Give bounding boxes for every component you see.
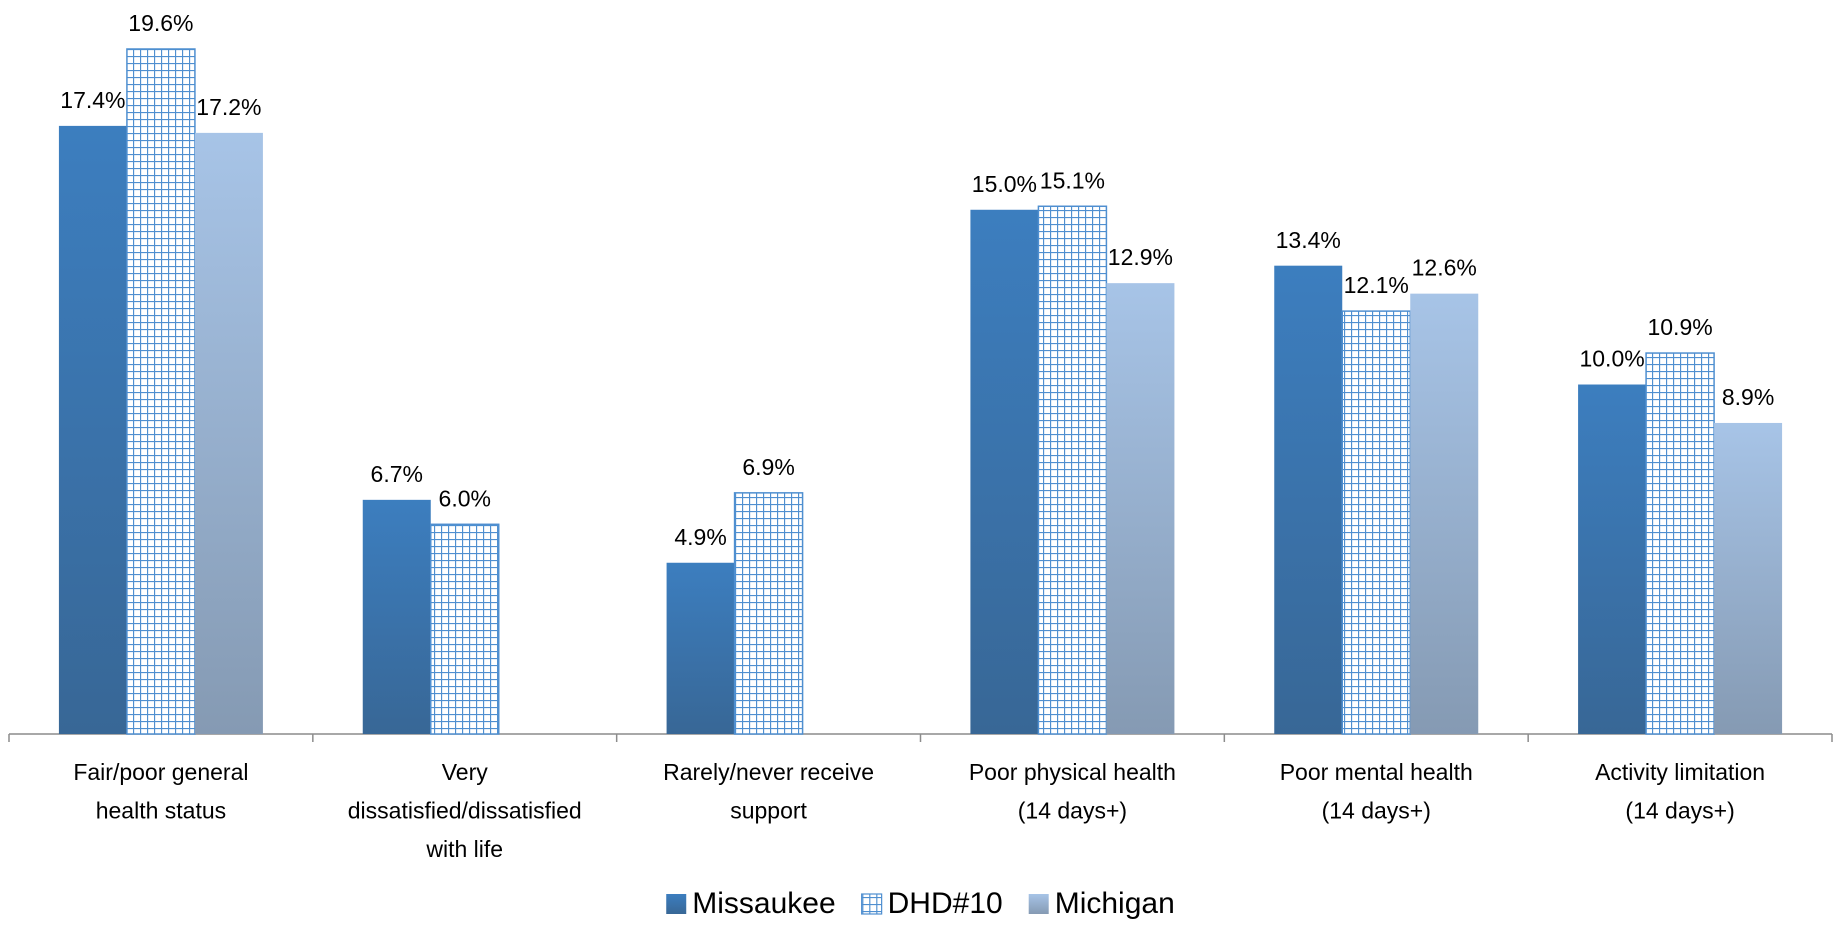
- x-tick-label: Fair/poor general: [73, 759, 248, 785]
- x-tick-label: Very: [442, 759, 489, 785]
- bar: [970, 209, 1039, 734]
- x-tick-label: Poor physical health: [969, 759, 1176, 785]
- value-label: 12.1%: [1344, 272, 1409, 298]
- bar: [1578, 384, 1647, 734]
- bar: [1410, 293, 1479, 734]
- bar: [1714, 422, 1783, 734]
- value-label: 6.9%: [742, 454, 794, 480]
- legend-label: Missaukee: [692, 887, 835, 920]
- bar: [1341, 310, 1411, 735]
- bar: [194, 132, 263, 734]
- x-tick-label: support: [730, 798, 807, 824]
- value-label: 10.9%: [1647, 314, 1712, 340]
- bar: [58, 125, 127, 734]
- bar: [1106, 283, 1175, 734]
- value-label: 12.9%: [1108, 244, 1173, 270]
- legend-label: Michigan: [1055, 887, 1175, 920]
- x-tick-label: Activity limitation: [1595, 759, 1765, 785]
- bar: [1645, 352, 1715, 735]
- bar: [733, 492, 804, 735]
- value-label: 8.9%: [1722, 384, 1774, 410]
- bar: [362, 499, 431, 734]
- value-label: 12.6%: [1412, 255, 1477, 281]
- x-tick-label: with life: [425, 836, 503, 862]
- x-tick-label: (14 days+): [1625, 798, 1734, 824]
- x-tick-label: Rarely/never receive: [663, 759, 874, 785]
- value-label: 13.4%: [1276, 227, 1341, 253]
- bar: [126, 48, 196, 735]
- value-label: 17.4%: [60, 87, 125, 113]
- bar: [1274, 265, 1343, 734]
- legend: Missaukee DHD#10 Michigan: [666, 887, 1175, 920]
- value-label: 4.9%: [674, 524, 726, 550]
- legend-swatch: [666, 894, 687, 914]
- legend-swatch: [1028, 894, 1049, 914]
- bar: [1037, 205, 1108, 735]
- x-tick-label: (14 days+): [1322, 798, 1431, 824]
- value-label: 17.2%: [196, 94, 261, 120]
- value-label: 6.0%: [439, 485, 491, 511]
- value-label: 6.7%: [371, 461, 423, 487]
- value-label: 15.1%: [1040, 167, 1105, 193]
- value-label: 10.0%: [1579, 346, 1644, 372]
- bar: [666, 562, 735, 734]
- legend-swatch: [861, 893, 883, 915]
- x-tick-label: health status: [96, 798, 226, 824]
- bar: [430, 523, 500, 735]
- value-label: 19.6%: [128, 10, 193, 36]
- legend-label: DHD#10: [888, 887, 1003, 920]
- x-tick-label: dissatisfied/dissatisfied: [348, 798, 582, 824]
- value-label: 15.0%: [972, 171, 1037, 197]
- x-tick-label: Poor mental health: [1280, 759, 1473, 785]
- x-tick-label: (14 days+): [1018, 798, 1127, 824]
